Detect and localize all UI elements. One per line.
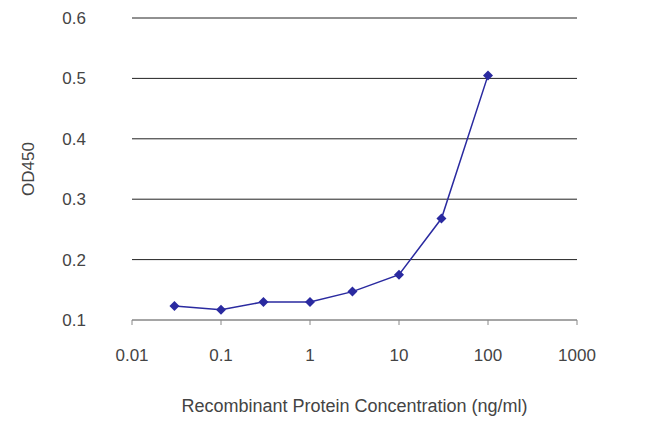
x-tick <box>310 320 311 325</box>
data-point <box>258 297 268 307</box>
x-tick-label: 10 <box>390 346 409 365</box>
x-axis-line <box>132 320 577 321</box>
data-point <box>483 70 493 80</box>
y-tick-label: 0.6 <box>62 9 86 28</box>
data-point <box>347 287 357 297</box>
grid-line <box>132 259 577 260</box>
grid-line <box>132 18 577 19</box>
data-point <box>394 270 404 280</box>
x-tick-label: 1 <box>305 346 314 365</box>
x-axis-title: Recombinant Protein Concentration (ng/ml… <box>181 396 527 416</box>
y-tick-label: 0.1 <box>62 311 86 330</box>
data-line <box>174 75 488 309</box>
plot-area <box>169 70 493 314</box>
chart-svg: 0.1 0.2 0.3 0.4 0.5 0.6 0.01 0.1 1 10 100 1000 Recom… <box>0 0 650 433</box>
x-tick-label: 0.01 <box>115 346 148 365</box>
data-point <box>305 297 315 307</box>
y-tick-label: 0.4 <box>62 130 86 149</box>
x-tick <box>132 320 133 325</box>
grid-line <box>132 78 577 79</box>
grid-line <box>132 320 577 321</box>
x-tick-label: 0.1 <box>209 346 233 365</box>
data-point <box>169 301 179 311</box>
x-tick <box>221 320 222 325</box>
x-tick-label: 100 <box>474 346 502 365</box>
grid-line <box>132 138 577 139</box>
data-point <box>436 214 446 224</box>
y-tick-label: 0.2 <box>62 251 86 270</box>
y-axis-title: OD450 <box>19 142 38 196</box>
chart-root: 0.1 0.2 0.3 0.4 0.5 0.6 0.01 0.1 1 10 100 1000 Recom… <box>0 0 650 433</box>
x-tick <box>399 320 400 325</box>
grid-line <box>132 199 577 200</box>
y-tick-label: 0.5 <box>62 69 86 88</box>
x-tick <box>488 320 489 325</box>
data-point <box>216 305 226 315</box>
x-tick-label: 1000 <box>558 346 596 365</box>
x-tick <box>577 320 578 325</box>
y-tick-label: 0.3 <box>62 190 86 209</box>
